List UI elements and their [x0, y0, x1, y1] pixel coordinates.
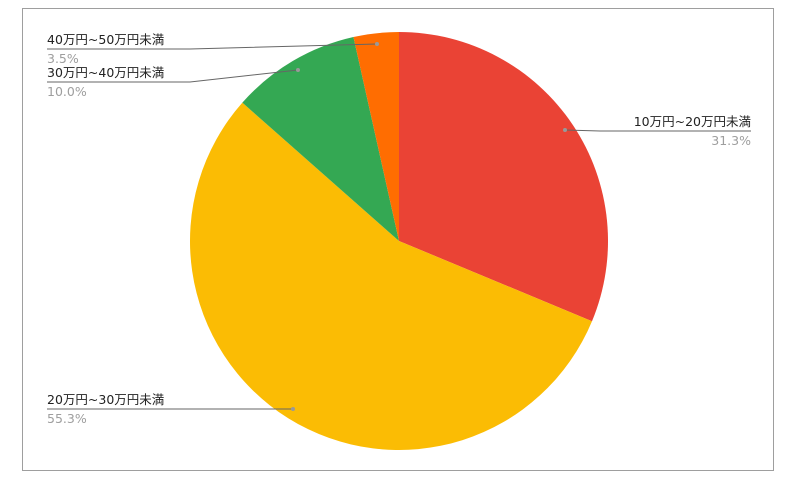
pie-slice-2[interactable] — [242, 37, 399, 242]
callout-dot-3 — [375, 42, 379, 46]
callout-dot-2 — [296, 68, 300, 72]
pie-slice-1[interactable] — [190, 102, 592, 450]
slice-pct-10-20: 31.3% — [711, 133, 751, 148]
callout-dot-1 — [291, 407, 295, 411]
slice-pct-40-50: 3.5% — [47, 51, 79, 66]
pie-slice-3[interactable] — [353, 32, 399, 241]
slice-label-20-30: 20万円~30万円未満 — [47, 392, 164, 407]
callout-dot-0 — [563, 128, 567, 132]
slice-label-10-20: 10万円~20万円未満 — [634, 114, 751, 129]
callout-line-3 — [47, 43, 378, 50]
slice-label-30-40: 30万円~40万円未満 — [47, 65, 164, 80]
slice-pct-30-40: 10.0% — [47, 84, 87, 99]
chart-frame — [22, 8, 774, 471]
callout-line-0 — [564, 129, 751, 132]
slice-label-40-50: 40万円~50万円未満 — [47, 32, 164, 47]
slice-pct-20-30: 55.3% — [47, 411, 87, 426]
callout-line-2 — [47, 69, 299, 83]
pie-slice-0[interactable] — [399, 32, 609, 322]
